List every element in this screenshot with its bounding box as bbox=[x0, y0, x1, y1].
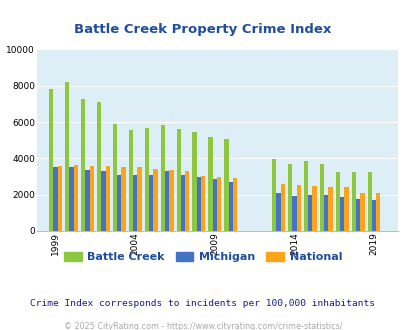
Bar bbox=[335, 172, 339, 231]
Bar bbox=[101, 171, 105, 231]
Bar bbox=[196, 178, 200, 231]
Bar bbox=[105, 166, 110, 231]
Bar bbox=[85, 170, 90, 231]
Bar bbox=[212, 179, 216, 231]
Bar bbox=[232, 178, 237, 231]
Text: © 2025 CityRating.com - https://www.cityrating.com/crime-statistics/: © 2025 CityRating.com - https://www.city… bbox=[64, 322, 341, 330]
Bar bbox=[90, 166, 94, 231]
Bar bbox=[303, 161, 307, 231]
Bar bbox=[97, 102, 101, 231]
Text: Crime Index corresponds to incidents per 100,000 inhabitants: Crime Index corresponds to incidents per… bbox=[30, 299, 375, 308]
Bar bbox=[49, 88, 53, 231]
Bar bbox=[200, 176, 205, 231]
Bar bbox=[351, 172, 355, 231]
Bar bbox=[208, 137, 212, 231]
Bar bbox=[328, 186, 332, 231]
Legend: Battle Creek, Michigan, National: Battle Creek, Michigan, National bbox=[59, 248, 346, 267]
Bar bbox=[323, 195, 328, 231]
Bar bbox=[128, 130, 133, 231]
Bar bbox=[164, 171, 169, 231]
Bar bbox=[180, 175, 185, 231]
Bar bbox=[375, 193, 379, 231]
Bar bbox=[359, 193, 364, 231]
Bar bbox=[228, 182, 232, 231]
Bar bbox=[287, 164, 292, 231]
Bar bbox=[276, 193, 280, 231]
Bar bbox=[113, 124, 117, 231]
Bar bbox=[367, 172, 371, 231]
Bar bbox=[133, 175, 137, 231]
Bar bbox=[280, 184, 284, 231]
Bar bbox=[343, 187, 348, 231]
Bar bbox=[65, 82, 69, 231]
Bar bbox=[339, 196, 343, 231]
Bar bbox=[296, 185, 300, 231]
Bar bbox=[58, 166, 62, 231]
Bar bbox=[69, 167, 74, 231]
Bar bbox=[176, 129, 180, 231]
Bar bbox=[312, 185, 316, 231]
Bar bbox=[53, 167, 58, 231]
Bar bbox=[216, 178, 221, 231]
Bar bbox=[292, 196, 296, 231]
Bar bbox=[271, 159, 276, 231]
Bar bbox=[319, 164, 323, 231]
Bar bbox=[355, 199, 359, 231]
Bar bbox=[371, 200, 375, 231]
Bar bbox=[307, 195, 312, 231]
Bar bbox=[224, 139, 228, 231]
Bar bbox=[81, 99, 85, 231]
Bar bbox=[160, 125, 164, 231]
Bar bbox=[153, 169, 157, 231]
Bar bbox=[137, 167, 141, 231]
Bar bbox=[149, 175, 153, 231]
Bar bbox=[117, 175, 121, 231]
Bar bbox=[74, 165, 78, 231]
Bar bbox=[121, 167, 126, 231]
Bar bbox=[192, 132, 196, 231]
Bar bbox=[185, 171, 189, 231]
Bar bbox=[169, 170, 173, 231]
Text: Battle Creek Property Crime Index: Battle Creek Property Crime Index bbox=[74, 23, 331, 36]
Bar bbox=[144, 128, 149, 231]
